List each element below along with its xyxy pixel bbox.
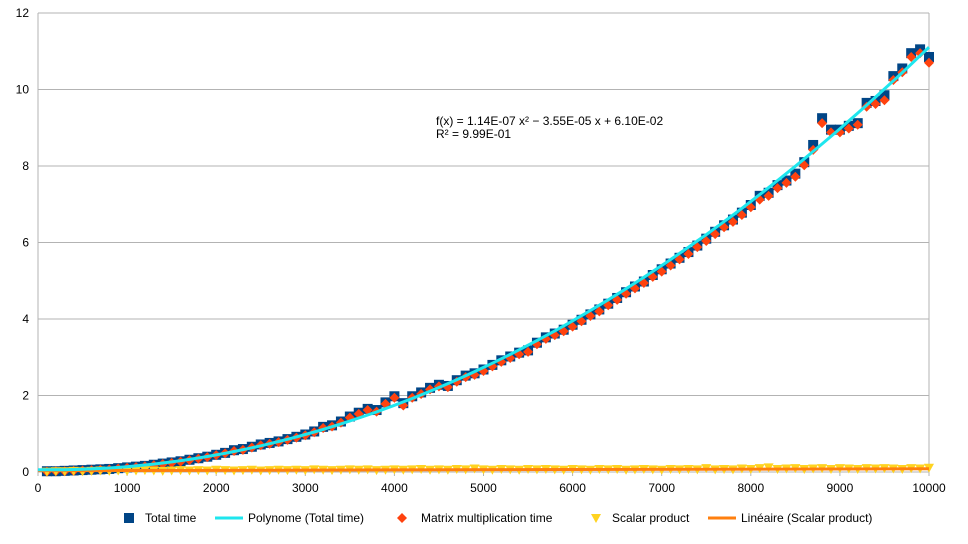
- legend-label: Matrix multiplication time: [421, 511, 553, 525]
- matrix-mult-point: [594, 306, 605, 317]
- y-tick-label: 0: [22, 465, 29, 479]
- matrix-mult-point: [906, 51, 917, 62]
- matrix-mult-point: [362, 405, 373, 416]
- legend-label: Polynome (Total time): [248, 511, 364, 525]
- matrix-mult-point: [736, 209, 747, 220]
- legend-marker-square: [124, 513, 134, 523]
- x-tick-label: 8000: [737, 481, 764, 495]
- y-tick-label: 8: [22, 159, 29, 173]
- lineaire-trendline: [37, 467, 930, 473]
- x-tick-label: 5000: [470, 481, 497, 495]
- x-tick-label: 0: [35, 481, 42, 495]
- matrix-mult-point: [389, 392, 400, 403]
- x-tick-label: 2000: [203, 481, 230, 495]
- equation-label: f(x) = 1.14E-07 x² − 3.55E-05 x + 6.10E-…: [436, 114, 663, 128]
- x-tick-label: 4000: [381, 481, 408, 495]
- y-tick-label: 2: [22, 389, 29, 403]
- y-tick-label: 4: [22, 312, 29, 326]
- matrix-mult-point: [852, 119, 863, 130]
- x-tick-label: 9000: [827, 481, 854, 495]
- legend: Total time Polynome (Total time) Matrix mu…: [124, 511, 872, 525]
- plot-area: [37, 44, 934, 477]
- matrix-mult-point: [763, 190, 774, 201]
- matrix-mult-point: [692, 242, 703, 253]
- x-tick-label: 1000: [114, 481, 141, 495]
- matrix-mult-point: [674, 254, 685, 265]
- scalar-product-point: [924, 463, 934, 473]
- matrix-mult-point: [790, 171, 801, 182]
- y-tick-label: 10: [16, 83, 30, 97]
- x-tick-label: 3000: [292, 481, 319, 495]
- legend-marker-diamond: [397, 513, 407, 523]
- x-tick-label: 6000: [559, 481, 586, 495]
- matrix-mult-point: [915, 48, 926, 59]
- axes: 0 2 4 6 8 10 12 0 1000 2000 3000 4000 5000 6000 7000 80…: [16, 6, 946, 495]
- x-tick-label: 10000: [912, 481, 946, 495]
- matrix-mult-point: [683, 248, 694, 259]
- matrix-mult-point: [843, 123, 854, 134]
- y-tick-label: 12: [16, 6, 30, 20]
- legend-marker-triangle: [591, 514, 601, 523]
- matrix-mult-point: [817, 118, 828, 129]
- total-time-point: [924, 51, 934, 62]
- matrix-mult-point: [924, 57, 934, 68]
- matrix-mult-point: [727, 216, 738, 227]
- matrix-mult-point: [523, 346, 534, 357]
- y-tick-label: 6: [22, 236, 29, 250]
- matrix-mult-point: [781, 177, 792, 188]
- polynome-trendline: [37, 46, 931, 472]
- matrix-mult-point: [870, 99, 881, 110]
- legend-label: Scalar product: [612, 511, 690, 525]
- r-squared-label: R² = 9.99E-01: [436, 127, 511, 141]
- matrix-mult-point: [879, 95, 890, 106]
- gridlines: [38, 12, 929, 473]
- matrix-mult-point: [567, 321, 578, 332]
- matrix-mult-point: [656, 266, 667, 277]
- x-tick-label: 7000: [648, 481, 675, 495]
- matrix-mult-point: [701, 235, 712, 246]
- trendline-equation: f(x) = 1.14E-07 x² − 3.55E-05 x + 6.10E-…: [436, 114, 663, 141]
- legend-label: Total time: [145, 511, 197, 525]
- legend-label: Linéaire (Scalar product): [741, 511, 872, 525]
- matrix-mult-point: [772, 183, 783, 194]
